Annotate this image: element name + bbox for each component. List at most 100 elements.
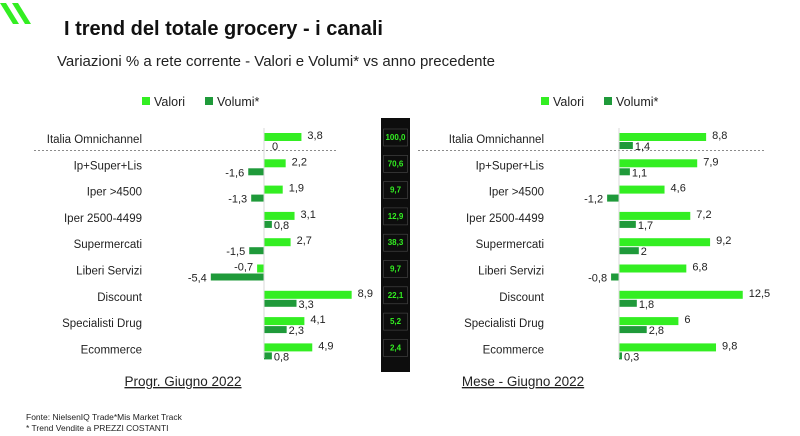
weight-cell bbox=[383, 128, 408, 147]
value-label-valori: 4,6 bbox=[671, 183, 686, 195]
category-label: Iper 2500-4499 bbox=[64, 213, 142, 225]
value-label-volumi: 0,8 bbox=[274, 351, 289, 363]
weight-value: 38,3 bbox=[388, 238, 404, 247]
bar-valori bbox=[264, 211, 295, 220]
legend-swatch-valori bbox=[541, 97, 549, 105]
bar-volumi bbox=[248, 168, 264, 176]
weight-value: 100,0 bbox=[385, 133, 406, 142]
weight-value: 70,6 bbox=[388, 159, 404, 168]
weight-cell bbox=[383, 312, 408, 331]
bar-volumi bbox=[264, 352, 272, 360]
bar-valori bbox=[619, 343, 717, 352]
weight-value: 22,1 bbox=[388, 291, 404, 300]
weight-cell bbox=[383, 207, 408, 226]
category-label: Ecommerce bbox=[81, 344, 142, 356]
bar-valori bbox=[619, 290, 743, 299]
value-label-volumi: 0,8 bbox=[274, 220, 289, 232]
value-label-valori: 2,7 bbox=[297, 235, 312, 247]
bar-valori bbox=[619, 317, 679, 326]
category-label: Specialisti Drug bbox=[62, 318, 142, 330]
bar-valori bbox=[264, 159, 286, 168]
bar-volumi bbox=[619, 326, 647, 334]
bar-valori bbox=[619, 264, 687, 273]
bar-volumi bbox=[264, 220, 272, 228]
weight-cell bbox=[383, 181, 408, 199]
weight-cell bbox=[383, 233, 408, 252]
category-label: Discount bbox=[97, 292, 143, 304]
bar-volumi bbox=[607, 194, 619, 202]
bar-valori bbox=[619, 185, 665, 194]
bar-volumi bbox=[264, 326, 287, 334]
bar-volumi bbox=[210, 273, 264, 281]
value-label-volumi: 0,3 bbox=[624, 351, 639, 363]
category-label: Liberi Servizi bbox=[76, 266, 142, 278]
bar-valori bbox=[619, 211, 691, 220]
source-note: Fonte: NielsenIQ Trade*Mis Market Track bbox=[26, 412, 182, 422]
bar-valori bbox=[264, 185, 283, 194]
value-label-volumi: 1,8 bbox=[639, 299, 654, 311]
legend-swatch-valori bbox=[142, 97, 150, 105]
legend-swatch-volumi bbox=[604, 97, 612, 105]
bar-volumi bbox=[619, 299, 637, 307]
value-label-valori: 8,9 bbox=[358, 288, 373, 300]
value-label-valori: 1,9 bbox=[289, 183, 304, 195]
value-label-volumi: 2,8 bbox=[649, 325, 664, 337]
value-label-valori: 3,1 bbox=[301, 209, 316, 221]
category-label: Specialisti Drug bbox=[464, 318, 544, 330]
category-label: Ip+Super+Lis bbox=[476, 160, 545, 172]
value-label-valori: -0,7 bbox=[234, 262, 253, 274]
weights-panel bbox=[381, 118, 410, 372]
value-label-volumi: 0 bbox=[272, 141, 278, 153]
legend-label-volumi: Volumi* bbox=[217, 95, 260, 109]
bar-volumi bbox=[619, 142, 633, 149]
period-label: Progr. Giugno 2022 bbox=[124, 374, 241, 389]
category-label: Iper >4500 bbox=[87, 187, 142, 199]
chart-mese-giugno: Valori Volumi* Italia Omnichannel 8,8 1,4 Ip+… bbox=[418, 95, 770, 389]
value-label-valori: 3,8 bbox=[307, 130, 322, 142]
brand-logo bbox=[0, 3, 31, 24]
value-label-volumi: -1,6 bbox=[225, 167, 244, 179]
value-label-volumi: 1,1 bbox=[632, 167, 647, 179]
value-label-volumi: 3,3 bbox=[299, 299, 314, 311]
value-label-volumi: 1,7 bbox=[638, 220, 653, 232]
value-label-valori: 6 bbox=[684, 314, 690, 326]
weight-value: 12,9 bbox=[388, 212, 404, 221]
value-label-volumi: 2,3 bbox=[289, 325, 304, 337]
bar-volumi bbox=[264, 299, 297, 307]
value-label-valori: 9,2 bbox=[716, 235, 731, 247]
value-label-volumi: -1,2 bbox=[584, 194, 603, 206]
bar-volumi bbox=[619, 247, 639, 255]
value-label-valori: 7,9 bbox=[703, 156, 718, 168]
value-label-volumi: -0,8 bbox=[588, 273, 607, 285]
value-label-volumi: -1,3 bbox=[228, 194, 247, 206]
bar-volumi bbox=[251, 194, 264, 202]
weight-cell bbox=[383, 260, 408, 278]
weight-value: 9,7 bbox=[390, 265, 402, 274]
bar-volumi bbox=[619, 220, 636, 228]
value-label-volumi: -5,4 bbox=[188, 273, 207, 285]
value-label-valori: 12,5 bbox=[749, 288, 770, 300]
bar-valori bbox=[264, 343, 313, 352]
value-label-valori: 9,8 bbox=[722, 340, 737, 352]
weight-cell bbox=[383, 155, 408, 173]
weight-value: 5,2 bbox=[390, 317, 402, 326]
bar-valori bbox=[264, 317, 305, 326]
value-label-volumi: 1,4 bbox=[635, 141, 650, 153]
bar-valori bbox=[619, 159, 698, 168]
bar-volumi bbox=[249, 247, 264, 255]
page-title: I trend del totale grocery - i canali bbox=[64, 18, 383, 40]
value-label-valori: 7,2 bbox=[696, 209, 711, 221]
value-label-valori: 4,1 bbox=[310, 314, 325, 326]
bar-valori bbox=[619, 133, 707, 141]
weight-value: 9,7 bbox=[390, 186, 402, 195]
weight-cell bbox=[383, 339, 408, 357]
category-label: Ip+Super+Lis bbox=[74, 160, 143, 172]
legend-swatch-volumi bbox=[205, 97, 213, 105]
value-label-valori: 8,8 bbox=[712, 130, 727, 142]
legend-label-valori: Valori bbox=[553, 95, 584, 109]
legend-label-volumi: Volumi* bbox=[616, 95, 659, 109]
bar-volumi bbox=[619, 352, 622, 360]
weights-column: 100,0 70,6 9,7 12,9 38,3 9,7 22,1 5,2 2,4 bbox=[381, 118, 410, 372]
category-label: Italia Omnichannel bbox=[449, 134, 544, 146]
